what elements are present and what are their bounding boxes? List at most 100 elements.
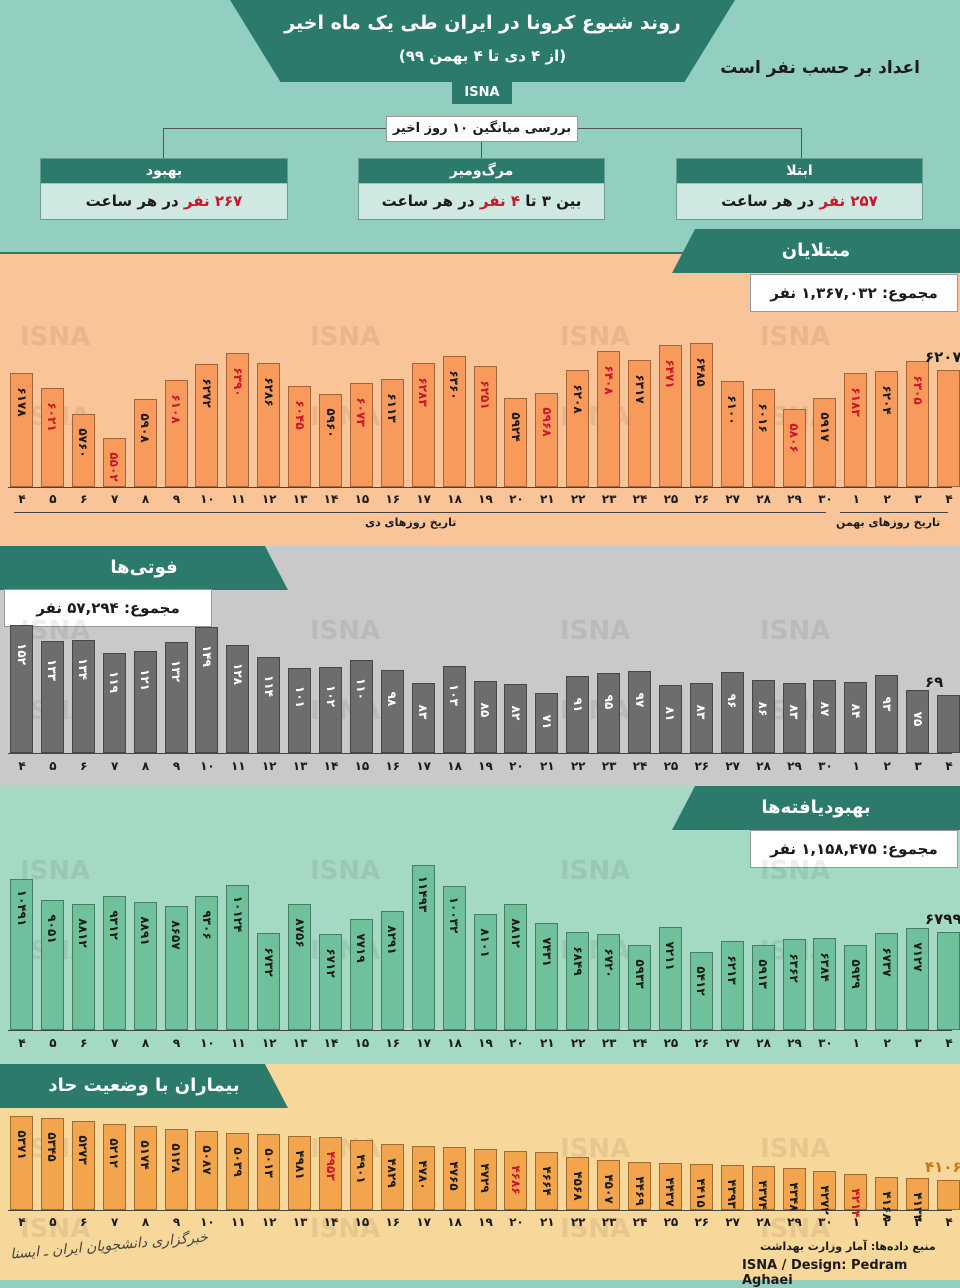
death-summary-title: مرگ‌ومیر <box>359 159 604 183</box>
deaths-value-label: ۸۷ <box>818 689 832 729</box>
severe-x-label: ۱۲ <box>253 1215 286 1229</box>
recovered-x-label: ۱۹ <box>469 1036 502 1050</box>
recovered-value-label: ۸۶۵۷ <box>169 915 183 955</box>
infected-value-label: ۶۳۶۰ <box>447 365 461 405</box>
severe-x-label: ۲ <box>871 1215 904 1229</box>
severe-value-label: ۵۲۱۲ <box>107 1133 121 1173</box>
deaths-axis-line <box>8 753 952 754</box>
recovered-x-label: ۱۱ <box>222 1036 255 1050</box>
severe-x-label: ۱۰ <box>191 1215 224 1229</box>
recovered-x-label: ۱۵ <box>345 1036 378 1050</box>
recovered-x-label: ۲۶ <box>685 1036 718 1050</box>
recovered-x-label: ۵ <box>36 1036 69 1050</box>
deaths-x-label: ۲۵ <box>654 759 687 773</box>
severe-x-label: ۵ <box>36 1215 69 1229</box>
deaths-value-label: ۸۳ <box>416 692 430 732</box>
infected-value-label: ۶۱۰۰ <box>725 390 739 430</box>
average-label: بررسی میانگین ۱۰ روز اخیر <box>386 116 578 142</box>
deaths-x-label: ۲۳ <box>593 759 626 773</box>
recovered-x-label: ۲۹ <box>778 1036 811 1050</box>
infected-x-label: ۸ <box>129 492 162 506</box>
infected-value-label: ۶۰۲۱ <box>45 397 59 437</box>
infected-x-label: ۳ <box>902 492 935 506</box>
infected-x-label: ۲ <box>871 492 904 506</box>
agency-tag: ISNA <box>452 82 512 104</box>
deaths-value-label: ۸۵ <box>478 690 492 730</box>
infected-x-label: ۲۱ <box>531 492 564 506</box>
connector-line <box>163 128 164 158</box>
recovered-value-label: ۹۳۰۶ <box>200 905 214 945</box>
infected-value-label: ۶۲۸۶ <box>262 372 276 412</box>
recovered-x-label: ۱۴ <box>315 1036 348 1050</box>
recovered-x-label: ۳ <box>902 1036 935 1050</box>
infected-x-label: ۲۰ <box>500 492 533 506</box>
recovered-value-label: ۷۷۱۹ <box>354 928 368 968</box>
watermark: ISNA <box>310 322 380 352</box>
data-source: منبع داده‌ها: آمار وزارت بهداشت <box>760 1240 936 1253</box>
deaths-chart: ISNAISNAISNAISNAISNAISNAISNAISNA۱۵۲۴۱۳۳۵… <box>0 546 960 786</box>
severe-x-label: ۸ <box>129 1215 162 1229</box>
severe-value-label: ۵۲۷۳ <box>76 1130 90 1170</box>
infected-value-label: ۶۰۱۶ <box>756 398 770 438</box>
infected-value-label: ۶۲۰۸ <box>571 379 585 419</box>
deaths-x-label: ۲۸ <box>747 759 780 773</box>
infected-value-label: ۶۲۸۳ <box>416 372 430 412</box>
deaths-x-label: ۱۸ <box>438 759 471 773</box>
watermark: ISNA <box>310 616 380 646</box>
recovered-x-label: ۲۱ <box>531 1036 564 1050</box>
recovered-value-label: ۶۷۱۲ <box>324 943 338 983</box>
deaths-value-label: ۹۷ <box>633 680 647 720</box>
recovered-value-label: ۶۳۶۲ <box>787 948 801 988</box>
severe-value-label: ۴۷۸۰ <box>416 1155 430 1195</box>
deaths-value-label: ۹۳ <box>880 684 894 724</box>
connector-line <box>481 141 482 158</box>
recovered-x-label: ۷ <box>98 1036 131 1050</box>
deaths-value-label: ۸۳ <box>694 692 708 732</box>
deaths-value-label: ۸۶ <box>756 689 770 729</box>
deaths-x-label: ۱۲ <box>253 759 286 773</box>
deaths-value-label: ۸۳ <box>787 692 801 732</box>
deaths-x-label: ۲ <box>871 759 904 773</box>
deaths-value-label: ۹۵ <box>602 682 616 722</box>
recovered-value-label: ۶۷۳۲ <box>262 942 276 982</box>
deaths-value-label: ۱۰۲ <box>324 676 338 716</box>
severe-x-label: ۱۹ <box>469 1215 502 1229</box>
recovered-value-label: ۸۸۹۱ <box>138 911 152 951</box>
severe-x-label: ۶ <box>67 1215 100 1229</box>
deaths-x-label: ۱۳ <box>284 759 317 773</box>
deaths-value-label: ۱۳۲ <box>169 651 183 691</box>
infected-x-label: ۱ <box>840 492 873 506</box>
deaths-value-label: ۱۱۰ <box>354 669 368 709</box>
recovered-x-label: ۱۳ <box>284 1036 317 1050</box>
watermark: ISNA <box>760 616 830 646</box>
recovered-chart: ISNAISNAISNAISNAISNAISNAISNAISNA۱۰۴۹۱۴۹۰… <box>0 786 960 1064</box>
infected-value-label: ۵۷۶۰ <box>76 423 90 463</box>
infected-value-label: ۶۰۷۳ <box>354 392 368 432</box>
infected-value-label: ۶۱۱۳ <box>385 388 399 428</box>
infected-x-label: ۱۲ <box>253 492 286 506</box>
deaths-x-label: ۷ <box>98 759 131 773</box>
deaths-value-label: ۱۲۱ <box>138 660 152 700</box>
infected-value-label: ۵۹۱۷ <box>818 407 832 447</box>
deaths-value-label: ۸۱ <box>663 694 677 734</box>
infected-x-label: ۱۴ <box>315 492 348 506</box>
deaths-x-label: ۲۹ <box>778 759 811 773</box>
infected-x-label: ۱۳ <box>284 492 317 506</box>
recovered-value-label: ۷۲۱۱ <box>663 936 677 976</box>
severe-value-label: ۵۳۴۵ <box>45 1127 59 1167</box>
deaths-value-label: ۹۱ <box>571 685 585 725</box>
death-rate-unit: در هر ساعت <box>382 192 480 210</box>
deaths-x-label: ۴ <box>933 759 960 773</box>
severe-value-label: ۴۶۶۴ <box>540 1161 554 1201</box>
watermark: ISNA <box>560 856 630 886</box>
infected-x-label: ۱۰ <box>191 492 224 506</box>
infection-summary-body: ۲۵۷ نفر در هر ساعت <box>677 184 922 219</box>
deaths-x-label: ۸ <box>129 759 162 773</box>
deaths-value-label: ۱۲۸ <box>231 654 245 694</box>
severe-value-label: ۴۸۲۹ <box>385 1153 399 1193</box>
recovered-x-label: ۹ <box>160 1036 193 1050</box>
severe-axis-line <box>8 1210 952 1211</box>
infected-x-label: ۲۸ <box>747 492 780 506</box>
infected-x-label: ۱۸ <box>438 492 471 506</box>
severe-value-label: ۵۰۳۹ <box>231 1142 245 1182</box>
